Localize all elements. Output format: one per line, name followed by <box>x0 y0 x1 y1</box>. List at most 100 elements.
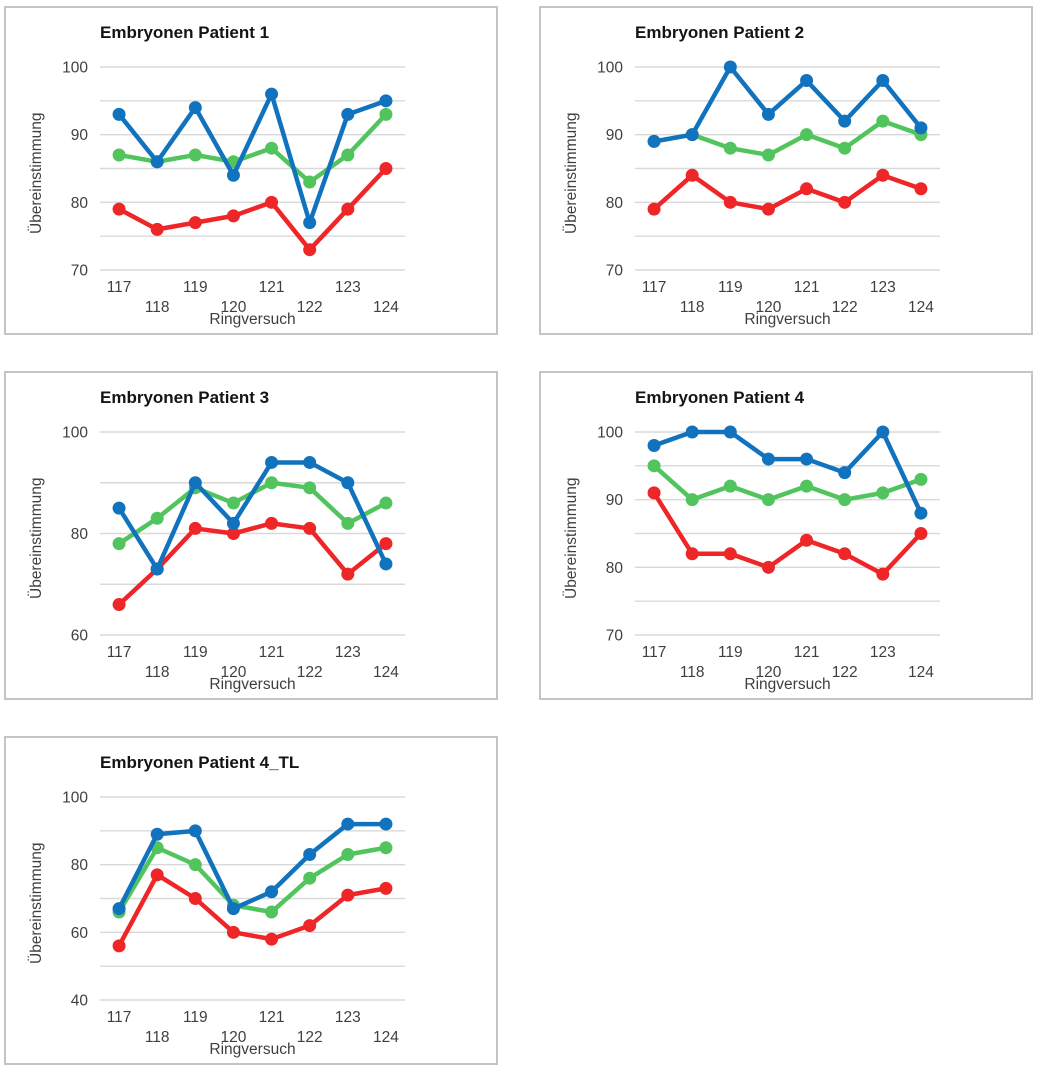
data-point-green <box>876 486 890 500</box>
data-point-red <box>685 168 699 182</box>
data-point-red <box>876 567 890 581</box>
data-point-red <box>761 202 775 216</box>
data-point-green <box>379 841 393 855</box>
data-point-green <box>303 871 317 885</box>
data-point-red <box>647 202 661 216</box>
data-point-blue <box>761 107 775 121</box>
data-point-red <box>112 598 126 612</box>
x-tick-label: 117 <box>642 279 667 296</box>
series-line-green <box>116 845 389 915</box>
x-tick-label: 119 <box>718 279 743 296</box>
data-point-red <box>303 521 317 535</box>
data-point-blue <box>188 101 202 115</box>
x-tick-label: 118 <box>680 299 705 316</box>
x-axis-title: Ringversuch <box>209 1041 296 1058</box>
y-tick-label: 100 <box>597 60 623 77</box>
data-point-red <box>188 521 202 535</box>
chart-title: Embryonen Patient 1 <box>100 23 270 42</box>
x-tick-label: 124 <box>373 664 399 681</box>
data-point-green <box>647 459 661 473</box>
data-point-red <box>226 925 240 939</box>
data-point-green <box>379 496 393 510</box>
chart-panel-patient-2: Embryonen Patient 2 Übereinstimmung 70 80… <box>539 6 1033 335</box>
data-point-green <box>150 511 164 525</box>
data-point-blue <box>341 817 355 831</box>
x-tick-label: 120 <box>756 664 782 681</box>
x-tick-label: 121 <box>259 644 285 661</box>
data-point-blue <box>226 168 240 182</box>
data-point-blue <box>150 827 164 841</box>
x-tick-label: 121 <box>794 279 820 296</box>
data-point-blue <box>379 557 393 571</box>
chart-title: Embryonen Patient 2 <box>635 23 805 42</box>
data-point-red <box>914 182 928 196</box>
x-axis-title: Ringversuch <box>744 676 831 693</box>
data-point-green <box>761 493 775 507</box>
data-point-green <box>800 479 814 493</box>
y-tick-label: 70 <box>71 263 89 280</box>
data-point-red <box>379 162 393 175</box>
y-tick-label: 60 <box>71 628 89 645</box>
x-axis-title: Ringversuch <box>744 311 831 328</box>
data-point-blue <box>647 134 661 148</box>
data-point-blue <box>150 562 164 576</box>
x-tick-label: 120 <box>221 664 247 681</box>
data-point-green <box>685 493 699 507</box>
data-point-blue <box>303 216 317 230</box>
x-tick-label: 123 <box>335 644 361 661</box>
x-tick-label: 122 <box>297 664 323 681</box>
data-point-blue <box>761 452 775 466</box>
y-tick-label: 70 <box>606 628 624 645</box>
data-point-green <box>761 148 775 162</box>
data-point-red <box>341 202 355 216</box>
data-point-green <box>800 128 814 142</box>
data-point-green <box>265 905 279 919</box>
data-point-blue <box>341 476 355 490</box>
data-point-blue <box>341 107 355 121</box>
x-tick-label: 123 <box>335 1009 361 1026</box>
x-tick-label: 120 <box>221 299 247 316</box>
x-tick-label: 123 <box>335 279 361 296</box>
data-point-green <box>265 141 279 155</box>
data-point-green <box>876 114 890 128</box>
x-tick-label: 124 <box>373 299 399 316</box>
chart-title: Embryonen Patient 3 <box>100 388 270 407</box>
data-point-green <box>303 481 317 495</box>
data-point-red <box>647 486 661 500</box>
y-tick-label: 90 <box>71 127 89 144</box>
plot-area: 60 80 100 117 118 119 120 121 122 123 124 <box>62 425 405 681</box>
series-line-red <box>651 173 924 212</box>
data-point-red <box>226 209 240 223</box>
y-tick-label: 80 <box>71 526 89 543</box>
data-point-blue <box>723 60 737 74</box>
data-point-blue <box>226 902 240 916</box>
data-point-red <box>303 919 317 933</box>
data-point-red <box>341 888 355 902</box>
data-point-red <box>112 202 126 216</box>
x-tick-label: 120 <box>221 1029 247 1046</box>
data-point-green <box>838 493 852 507</box>
y-tick-label: 80 <box>606 195 624 212</box>
chart-panel-patient-4-tl: Embryonen Patient 4_TL Übereinstimmung 4… <box>4 736 498 1065</box>
plot-area: 70 80 90 100 117 118 119 120 121 122 123 124 <box>597 60 940 316</box>
plot-area: 40 60 80 100 117 118 119 120 121 122 123 124 <box>62 790 405 1046</box>
x-tick-label: 119 <box>183 279 208 296</box>
x-tick-label: 121 <box>259 279 285 296</box>
data-point-red <box>188 892 202 905</box>
data-point-green <box>112 148 126 162</box>
data-point-blue <box>914 121 928 135</box>
chart-title: Embryonen Patient 4_TL <box>100 753 300 772</box>
data-point-green <box>914 472 928 486</box>
data-point-green <box>303 175 317 189</box>
chart-title: Embryonen Patient 4 <box>635 388 805 407</box>
data-point-blue <box>379 94 393 108</box>
x-tick-label: 122 <box>832 664 858 681</box>
x-tick-label: 123 <box>870 279 896 296</box>
x-tick-label: 119 <box>183 644 208 661</box>
data-point-green <box>188 148 202 162</box>
data-point-green <box>838 141 852 155</box>
data-point-blue <box>188 476 202 490</box>
y-tick-label: 100 <box>597 425 623 442</box>
gridlines <box>635 66 940 271</box>
